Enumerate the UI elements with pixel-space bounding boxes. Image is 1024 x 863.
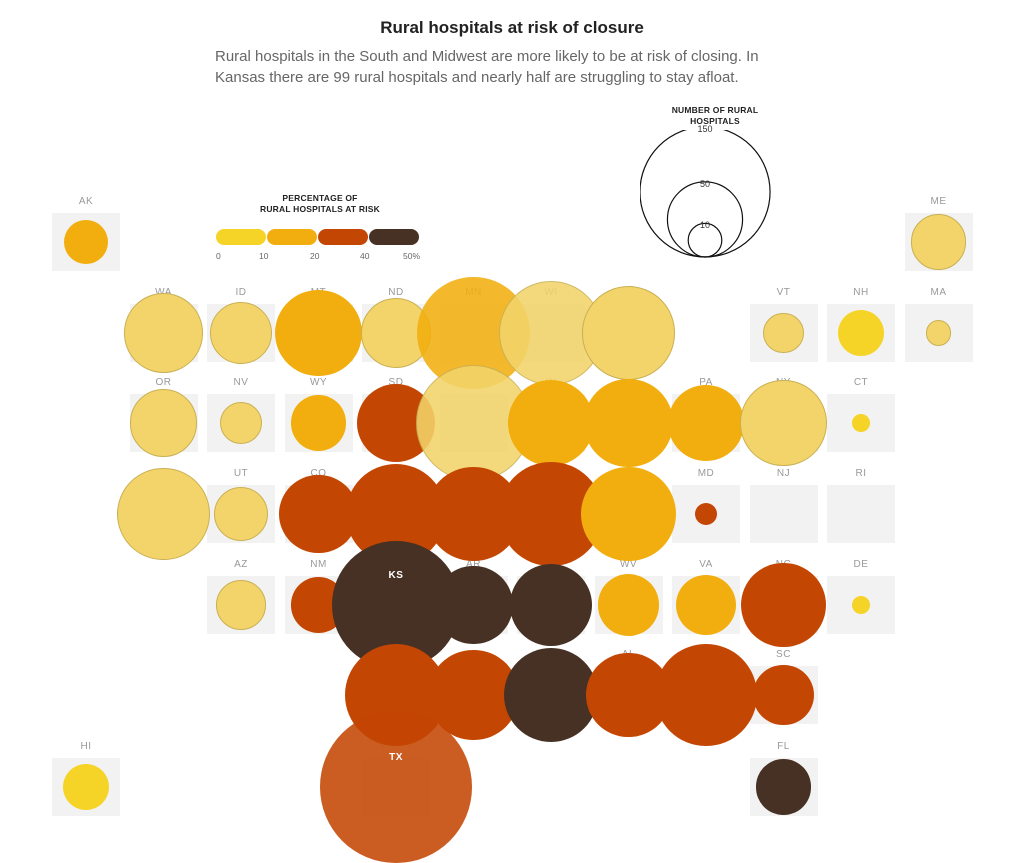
state-label-ct: CT xyxy=(853,377,869,388)
state-bubble-or[interactable] xyxy=(129,389,198,457)
size-legend-title: NUMBER OF RURAL HOSPITALS xyxy=(630,105,800,127)
state-bubble-pa[interactable] xyxy=(668,385,744,461)
legend-swatch-20-40 xyxy=(318,229,368,245)
state-bubble-oh[interactable] xyxy=(584,378,673,468)
legend-swatch-10-20 xyxy=(267,229,317,245)
state-label-pa: PA xyxy=(699,377,713,388)
state-label-tx: TX xyxy=(389,752,403,763)
state-label-or: OR xyxy=(155,377,172,388)
state-label-ma: MA xyxy=(930,287,947,298)
state-label-fl: FL xyxy=(777,741,790,752)
state-label-az: AZ xyxy=(234,559,248,570)
state-bubble-ky[interactable] xyxy=(581,466,676,562)
state-bubble-me[interactable] xyxy=(910,214,967,270)
state-bubble-tn[interactable] xyxy=(510,564,592,646)
state-label-co: CO xyxy=(310,468,327,479)
state-bubble-va[interactable] xyxy=(675,574,736,635)
state-bubble-ca[interactable] xyxy=(117,467,210,561)
state-bubble-tx[interactable] xyxy=(320,711,472,863)
size-legend-label-150: 150 xyxy=(697,123,713,134)
state-bubble-mt[interactable] xyxy=(275,289,362,377)
color-legend-title-line1: PERCENTAGE OF xyxy=(282,193,358,203)
state-label-va: VA xyxy=(699,559,713,570)
size-legend-label-50: 50 xyxy=(699,178,710,189)
state-label-sd: SD xyxy=(388,377,404,388)
state-label-vt: VT xyxy=(776,287,791,298)
legend-tick-50: 50% xyxy=(403,251,421,261)
legend-tick-20: 20 xyxy=(310,251,320,261)
state-bubble-la[interactable] xyxy=(428,649,519,741)
state-bubble-ut[interactable] xyxy=(213,486,269,542)
state-label-ri: RI xyxy=(855,468,867,479)
state-bubble-ny[interactable] xyxy=(740,379,827,467)
state-label-ut: UT xyxy=(233,468,249,479)
legend-swatch-40-50 xyxy=(369,229,419,245)
state-label-hi: HI xyxy=(80,741,92,752)
state-tile-nj[interactable] xyxy=(749,485,818,543)
state-bubble-in[interactable] xyxy=(507,379,595,467)
chart-subtitle: Rural hospitals in the South and Midwest… xyxy=(215,48,759,86)
state-bubble-hi[interactable] xyxy=(62,763,110,811)
state-label-wv: WV xyxy=(619,559,638,570)
legend-tick-0: 0 xyxy=(216,251,221,261)
size-legend-circles xyxy=(640,130,771,258)
state-bubble-md[interactable] xyxy=(694,502,718,526)
size-legend-label-10: 10 xyxy=(699,220,710,231)
state-label-md: MD xyxy=(697,468,715,479)
state-bubble-ct[interactable] xyxy=(851,413,871,433)
state-bubble-co[interactable] xyxy=(279,474,358,554)
state-bubble-ms[interactable] xyxy=(503,647,599,743)
state-bubble-mi[interactable] xyxy=(581,286,676,380)
state-tile-ri[interactable] xyxy=(827,485,895,543)
size-legend-title-line2: HOSPITALS xyxy=(690,116,740,126)
state-bubble-wy[interactable] xyxy=(290,395,347,451)
state-label-de: DE xyxy=(853,559,869,570)
state-bubble-id[interactable] xyxy=(209,301,273,365)
state-label-wy: WY xyxy=(309,377,328,388)
state-label-nj: NJ xyxy=(776,468,791,479)
chart-title: Rural hospitals at risk of closure xyxy=(380,18,644,37)
state-label-ak: AK xyxy=(78,196,94,207)
legend-tick-40: 40 xyxy=(360,251,370,261)
state-bubble-wa[interactable] xyxy=(123,293,204,373)
state-bubble-nh[interactable] xyxy=(837,309,885,357)
state-label-me: ME xyxy=(930,196,947,207)
size-legend-title-line1: NUMBER OF RURAL xyxy=(671,105,759,115)
state-label-ar: AR xyxy=(466,559,481,570)
legend-swatch-0-10 xyxy=(216,229,266,245)
state-bubble-ar[interactable] xyxy=(434,565,513,645)
state-bubble-vt[interactable] xyxy=(763,312,804,354)
state-bubble-nc[interactable] xyxy=(741,562,826,648)
state-label-nm: NM xyxy=(310,559,327,570)
state-bubble-ma[interactable] xyxy=(925,320,952,346)
size-legend-circle-150 xyxy=(640,130,771,258)
state-label-ks: KS xyxy=(388,570,404,581)
state-label-nh: NH xyxy=(853,287,869,298)
state-label-wa: WA xyxy=(130,287,198,298)
state-bubble-fl[interactable] xyxy=(755,759,812,815)
state-label-sc: SC xyxy=(776,649,791,660)
state-label-id: ID xyxy=(235,287,247,298)
size-legend-circle-10 xyxy=(687,222,723,258)
color-legend-title-line2: RURAL HOSPITALS AT RISK xyxy=(260,204,380,214)
state-bubble-nv[interactable] xyxy=(219,401,263,445)
state-bubble-de[interactable] xyxy=(851,595,871,615)
state-bubble-sc[interactable] xyxy=(753,664,814,725)
state-bubble-ga[interactable] xyxy=(655,644,757,746)
state-bubble-wv[interactable] xyxy=(597,574,660,636)
color-legend-title: PERCENTAGE OF RURAL HOSPITALS AT RISK xyxy=(240,193,400,215)
state-label-nd: ND xyxy=(388,287,404,298)
state-label-nv: NV xyxy=(233,377,249,388)
state-bubble-ak[interactable] xyxy=(63,219,109,265)
legend-tick-10: 10 xyxy=(259,251,269,261)
state-bubble-az[interactable] xyxy=(216,580,266,630)
